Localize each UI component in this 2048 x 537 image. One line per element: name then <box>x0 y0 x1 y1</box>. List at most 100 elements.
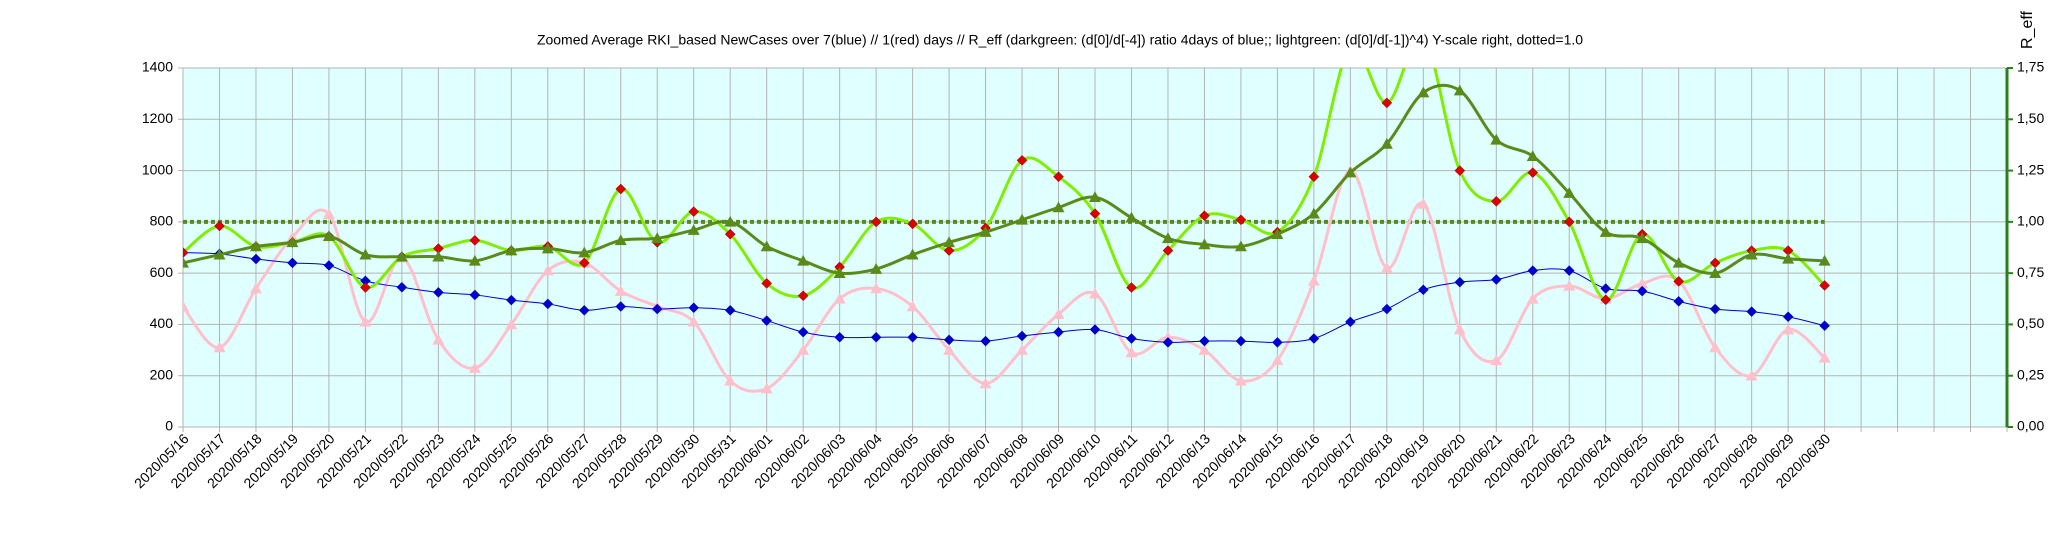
marker <box>1199 335 1210 347</box>
marker <box>943 245 955 256</box>
marker <box>395 250 408 262</box>
y2-tick-label: 1,75 <box>2017 59 2044 75</box>
y2-tick-label: 0,50 <box>2017 315 2044 331</box>
marker <box>183 247 189 258</box>
marker <box>870 331 882 343</box>
series-line <box>183 252 1825 343</box>
marker <box>250 253 262 265</box>
marker <box>1819 320 1830 332</box>
marker <box>214 220 225 232</box>
marker <box>213 248 226 260</box>
marker <box>870 263 883 274</box>
marker <box>761 315 773 326</box>
marker <box>1016 213 1029 225</box>
y-tick-label: 1200 <box>142 110 173 126</box>
marker <box>1818 254 1831 266</box>
marker <box>1016 344 1029 355</box>
marker <box>578 304 590 316</box>
marker <box>249 240 262 252</box>
y-tick-label: 400 <box>150 315 174 331</box>
marker <box>1308 171 1320 183</box>
marker <box>1381 97 1393 109</box>
marker <box>943 344 956 355</box>
marker <box>1709 267 1722 278</box>
marker <box>213 341 226 353</box>
y-tick-label: 1400 <box>142 59 173 75</box>
marker <box>1345 316 1356 328</box>
marker <box>505 294 517 306</box>
y-tick-label: 600 <box>150 264 174 280</box>
marker <box>183 256 189 268</box>
marker <box>724 215 737 227</box>
marker <box>979 226 992 237</box>
y-tick-label: 1000 <box>142 161 173 177</box>
marker <box>1053 171 1064 183</box>
y-tick-label: 800 <box>150 213 174 229</box>
marker <box>651 232 664 244</box>
y2-tick-label: 0,00 <box>2017 418 2044 434</box>
marker <box>1162 337 1174 348</box>
marker <box>943 334 955 346</box>
marker <box>1490 133 1503 145</box>
marker <box>541 264 554 276</box>
y-tick-label: 0 <box>165 418 173 434</box>
marker <box>323 260 335 271</box>
marker <box>1089 208 1101 220</box>
marker <box>1745 369 1758 381</box>
marker <box>614 234 627 246</box>
y2-tick-label: 1,25 <box>2017 161 2044 177</box>
marker <box>360 282 371 293</box>
marker <box>1307 274 1320 286</box>
marker <box>322 230 335 242</box>
marker <box>870 216 882 228</box>
marker <box>1125 211 1138 223</box>
marker <box>1272 337 1283 348</box>
marker <box>1161 232 1174 244</box>
marker <box>1235 335 1247 347</box>
y2-tick-label: 0,75 <box>2017 264 2044 280</box>
marker <box>1527 265 1539 276</box>
marker <box>833 267 846 278</box>
marker <box>1746 306 1757 317</box>
marker <box>1672 256 1685 268</box>
marker <box>249 282 262 294</box>
marker <box>1052 201 1065 213</box>
marker <box>907 331 918 343</box>
y2-tick-label: 0,25 <box>2017 366 2044 382</box>
marker <box>1563 187 1576 198</box>
marker <box>1563 216 1575 228</box>
marker <box>1636 232 1649 244</box>
marker <box>1126 333 1137 344</box>
chart-title: Zoomed Average RKI_based NewCases over 7… <box>537 32 1583 48</box>
marker <box>1709 341 1722 353</box>
marker <box>469 289 481 301</box>
marker <box>906 300 919 312</box>
marker <box>469 234 481 246</box>
marker <box>1380 137 1393 149</box>
marker <box>1198 238 1211 250</box>
marker <box>432 333 445 345</box>
marker <box>1199 210 1210 222</box>
marker <box>1417 284 1429 296</box>
marker <box>1417 86 1430 98</box>
marker <box>833 292 846 304</box>
marker <box>1709 303 1721 315</box>
marker <box>1782 252 1795 264</box>
marker <box>615 183 627 195</box>
marker <box>906 248 919 260</box>
marker <box>432 250 445 262</box>
marker <box>979 377 992 389</box>
marker <box>1636 285 1648 297</box>
marker <box>1089 324 1101 335</box>
y2-tick-label: 1,50 <box>2017 110 2044 126</box>
y-tick-label: 200 <box>150 366 174 382</box>
marker <box>1490 274 1502 285</box>
marker <box>614 285 627 296</box>
marker <box>1673 275 1685 287</box>
marker <box>724 228 736 240</box>
marker <box>1344 166 1357 178</box>
marker <box>1271 354 1284 366</box>
marker <box>834 331 845 343</box>
marker <box>1380 262 1393 273</box>
marker <box>724 304 736 316</box>
